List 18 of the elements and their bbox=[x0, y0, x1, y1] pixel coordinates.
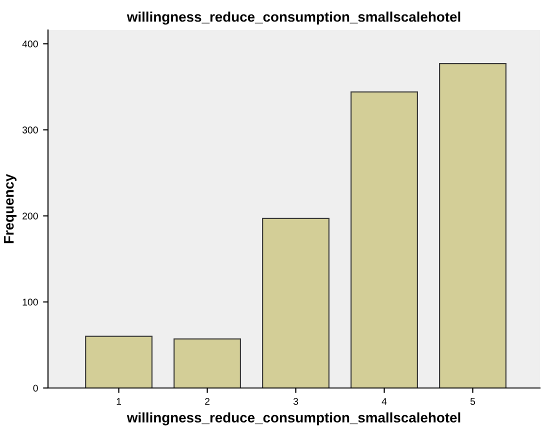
y-axis-title: Frequency bbox=[4, 174, 17, 244]
bar bbox=[262, 218, 330, 388]
y-tick-label: 300 bbox=[22, 126, 38, 134]
bar bbox=[350, 91, 418, 388]
y-tick-label: 400 bbox=[22, 40, 38, 48]
x-tick-label: 2 bbox=[205, 398, 210, 405]
bar bbox=[85, 336, 153, 388]
bar bbox=[439, 63, 506, 388]
x-tick-label: 5 bbox=[470, 398, 476, 405]
y-tick-label: 200 bbox=[22, 212, 38, 220]
x-tick-label: 4 bbox=[382, 398, 387, 405]
y-tick-label: 100 bbox=[22, 298, 38, 306]
x-tick-label: 1 bbox=[116, 398, 122, 405]
bar bbox=[174, 338, 242, 388]
x-axis-title: willingness_reduce_consumption_smallscalehotel bbox=[126, 412, 460, 426]
y-tick-label: 0 bbox=[33, 384, 38, 392]
chart-title: willingness_reduce_consumption_smallscalehotel bbox=[126, 12, 460, 25]
x-tick-label: 3 bbox=[293, 398, 298, 405]
